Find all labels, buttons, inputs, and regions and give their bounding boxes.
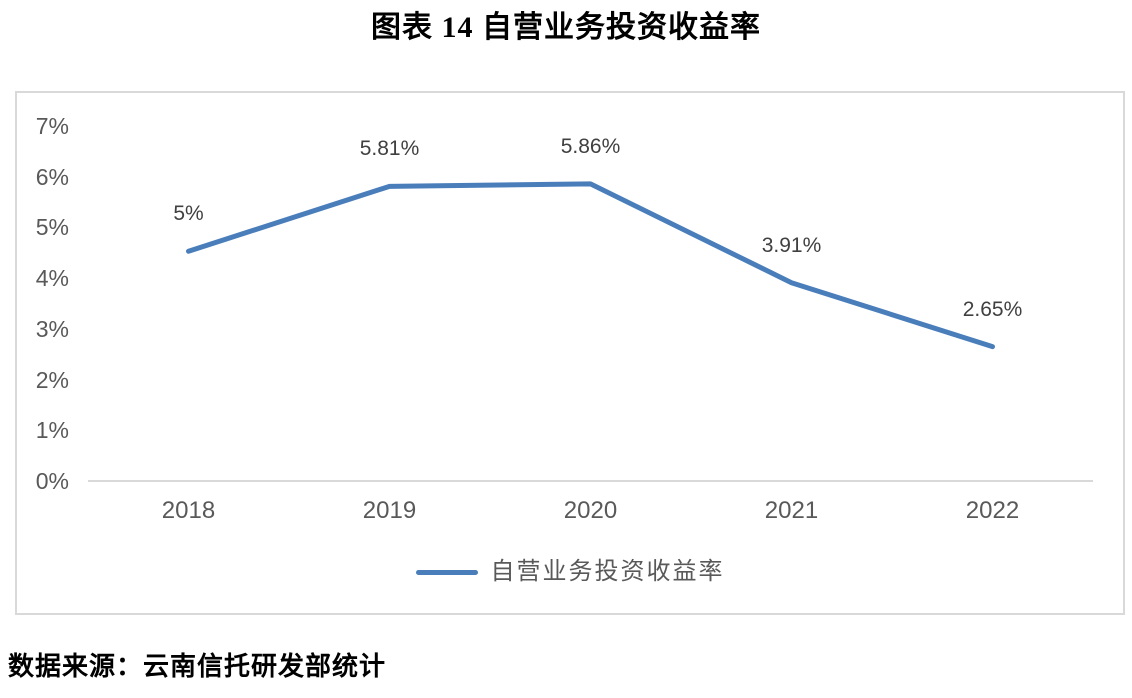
y-axis-tick-label: 0% xyxy=(35,468,69,494)
y-axis-tick-label: 6% xyxy=(35,163,69,190)
data-label: 5% xyxy=(173,202,204,226)
x-axis-tick-label: 2022 xyxy=(965,497,1020,524)
chart-frame: 自营业务投资收益率 7% 6% 5% 4% 3% 2% 1% 0% 2018 2019 2020 20… xyxy=(15,91,1125,615)
page-title: 图表 14 自营业务投资收益率 xyxy=(371,11,761,44)
legend-line-swatch xyxy=(415,569,478,575)
y-axis-tick-label: 1% xyxy=(35,417,69,444)
y-axis-tick-label: 3% xyxy=(35,315,69,342)
data-label: 3.91% xyxy=(761,233,822,257)
y-axis-tick-label: 2% xyxy=(35,366,69,393)
plot-region: 自营业务投资收益率 7% 6% 5% 4% 3% 2% 1% 0% 2018 2019 2020 20… xyxy=(17,93,1123,613)
x-axis-tick-label: 2021 xyxy=(764,497,819,524)
x-axis-tick-label: 2018 xyxy=(161,497,216,524)
series-line xyxy=(186,181,995,350)
data-label: 2.65% xyxy=(962,297,1023,321)
data-source-note: 数据来源：云南信托研发部统计 xyxy=(8,652,387,681)
data-label: 5.81% xyxy=(359,137,420,161)
y-axis-tick-label: 7% xyxy=(35,113,69,140)
chart-canvas xyxy=(88,181,1093,482)
x-axis-tick-label: 2020 xyxy=(563,497,618,524)
y-axis-tick-label: 5% xyxy=(35,214,69,241)
legend-label: 自营业务投资收益率 xyxy=(490,559,725,585)
data-label: 5.86% xyxy=(560,134,621,158)
x-axis-tick-label: 2019 xyxy=(362,497,417,524)
legend: 自营业务投资收益率 xyxy=(17,557,1123,587)
y-axis-tick-label: 4% xyxy=(35,265,69,292)
